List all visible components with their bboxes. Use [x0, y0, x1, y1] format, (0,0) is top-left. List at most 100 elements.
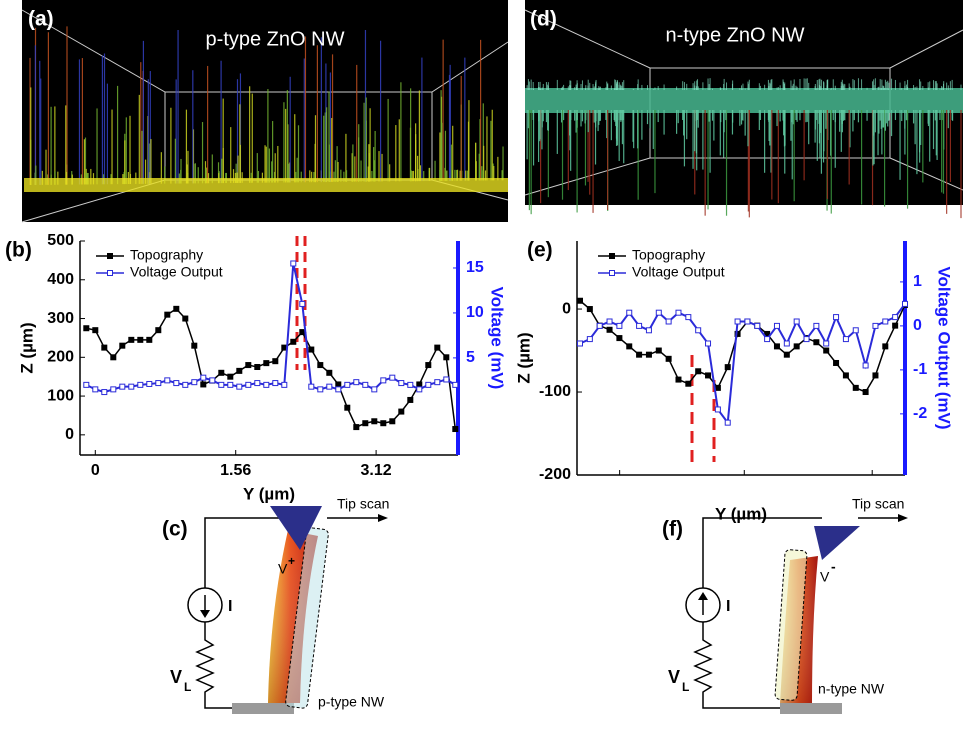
surface	[525, 88, 963, 113]
data-point	[793, 343, 800, 350]
y-tick-label: -200	[539, 466, 571, 483]
data-point	[636, 351, 643, 358]
load-subscript: L	[682, 680, 689, 694]
data-point	[606, 318, 613, 325]
load-label: V	[668, 667, 680, 687]
data-point	[263, 360, 270, 367]
tip-sign: -	[831, 559, 836, 575]
data-point	[389, 418, 396, 425]
data-point	[227, 381, 234, 388]
data-point	[119, 342, 126, 349]
data-point	[326, 383, 333, 390]
data-point	[200, 374, 207, 381]
data-point	[586, 306, 593, 313]
image-title: n-type ZnO NW	[666, 24, 805, 46]
data-point	[353, 424, 360, 431]
data-point	[452, 426, 459, 433]
data-point	[137, 381, 144, 388]
current-arrow-head	[698, 592, 708, 600]
data-point	[714, 384, 721, 391]
data-point	[227, 373, 234, 380]
data-point	[577, 340, 583, 347]
data-point	[685, 314, 692, 321]
data-point	[407, 396, 414, 403]
data-point	[245, 362, 252, 369]
data-point	[902, 300, 908, 307]
y2-axis-label: Voltage Output (mV)	[935, 266, 954, 429]
data-point	[862, 362, 869, 369]
y2-tick-label: 5	[466, 349, 475, 366]
tip-sign: +	[288, 554, 295, 568]
data-point	[695, 327, 702, 334]
data-point	[842, 336, 849, 343]
data-point	[146, 336, 153, 343]
panel-label: (a)	[28, 8, 54, 31]
panel-label: (e)	[527, 239, 553, 262]
nanowire-label: p-type NW	[318, 694, 385, 710]
x-axis-label: Y (µm)	[243, 484, 295, 503]
data-point	[655, 309, 662, 316]
panel-label: (d)	[530, 8, 557, 31]
data-point	[754, 322, 761, 329]
data-point	[110, 386, 117, 393]
data-point	[119, 383, 126, 390]
y2-axis-label: Voltage (mV)	[488, 287, 507, 390]
data-point	[793, 318, 800, 325]
data-point	[344, 381, 351, 388]
data-point	[371, 386, 378, 393]
data-point	[882, 318, 889, 325]
data-point	[164, 311, 171, 318]
data-point	[200, 381, 207, 388]
data-point	[744, 318, 751, 325]
y-axis-label: Z (µm)	[514, 332, 533, 383]
data-point	[137, 336, 144, 343]
data-point	[362, 381, 369, 388]
data-point	[299, 329, 306, 336]
data-point	[146, 380, 153, 387]
series-line	[579, 303, 906, 426]
tip-label: Tip scan	[337, 496, 389, 512]
data-point	[101, 344, 108, 351]
data-point	[182, 381, 189, 388]
scan-arrow-head	[378, 514, 388, 522]
data-point	[695, 368, 702, 375]
scan-arrow-head	[898, 514, 908, 522]
data-point	[110, 354, 117, 361]
x-axis-label: Y (µm)	[715, 504, 767, 523]
tip-label: Tip scan	[852, 496, 904, 512]
tip-voltage: V	[820, 569, 830, 585]
data-point	[872, 322, 879, 329]
data-point	[714, 406, 721, 413]
charge-region	[774, 549, 808, 701]
data-point	[182, 315, 189, 322]
data-point	[577, 297, 583, 304]
data-point	[645, 327, 652, 334]
afm-image-n	[524, 0, 963, 219]
charge-region	[285, 527, 329, 709]
data-point	[842, 372, 849, 379]
data-point	[685, 380, 692, 387]
data-point	[645, 351, 652, 358]
substrate	[780, 703, 842, 714]
data-point	[398, 408, 405, 415]
data-point	[191, 379, 198, 386]
y-tick-label: -100	[539, 383, 571, 400]
afm-tip	[270, 506, 322, 550]
image-title: p-type ZnO NW	[206, 28, 345, 50]
data-point	[101, 389, 108, 396]
data-point	[675, 376, 682, 383]
data-point	[892, 314, 899, 321]
data-point	[452, 381, 459, 388]
data-point	[813, 322, 820, 329]
data-point	[344, 404, 351, 411]
data-point	[263, 381, 270, 388]
data-point	[833, 314, 840, 321]
data-point	[675, 309, 682, 316]
data-point	[665, 355, 672, 362]
data-point	[272, 380, 279, 387]
data-point	[636, 322, 643, 329]
data-point	[724, 419, 731, 426]
surface	[24, 178, 508, 192]
data-point	[209, 377, 216, 384]
data-point	[335, 386, 342, 393]
